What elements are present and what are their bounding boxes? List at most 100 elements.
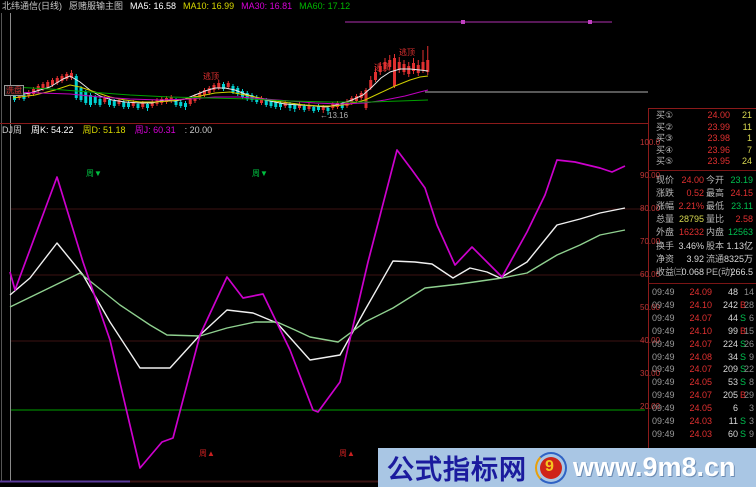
kdj-ref-value: : 20.00 xyxy=(184,125,213,135)
candle-body xyxy=(222,84,225,89)
separator-line xyxy=(648,170,756,171)
candle-body xyxy=(17,94,21,98)
info-label-2: 股本 xyxy=(706,240,725,251)
tick-price: 24.07 xyxy=(689,338,712,349)
kdj-line-周J xyxy=(9,149,626,469)
candle-body xyxy=(421,62,425,70)
site-name: 公式指标网 xyxy=(387,455,527,485)
candle-body xyxy=(188,99,192,104)
info-value-2: 12563 xyxy=(727,227,753,238)
tick-count: 14 xyxy=(744,287,755,297)
kdj-d-value: 周D: 51.18 xyxy=(82,125,126,135)
info-label-2: 内盘 xyxy=(706,227,725,238)
tick-direction: B xyxy=(740,390,747,401)
ma30-value: MA30: 16.81 xyxy=(241,1,293,11)
tick-trade-row: 09:49 24.07 205 B 29 xyxy=(648,390,756,401)
info-value-2: 24.15 xyxy=(730,188,753,199)
candle-body xyxy=(41,84,45,89)
signal-taoding-2: 逃顶 xyxy=(374,63,390,72)
tick-count: 8 xyxy=(748,377,754,388)
buy-volume: 7 xyxy=(746,144,752,155)
candle-body xyxy=(302,106,306,110)
purple-marker-2 xyxy=(588,20,592,24)
tick-time: 09:49 xyxy=(652,364,675,375)
info-label-1: 总量 xyxy=(656,214,675,225)
tick-count: 9 xyxy=(748,428,754,439)
info-value-1: 2.21% xyxy=(678,201,704,212)
tick-volume: 242 xyxy=(722,299,738,310)
info-label-1: 涨幅 xyxy=(656,201,675,212)
quote-info-row: 净资 3.92 流通 8325万 xyxy=(648,254,756,265)
site-url-link[interactable]: www.9m8.cn xyxy=(573,452,736,482)
candle-body xyxy=(103,98,107,102)
tick-time: 09:49 xyxy=(652,428,675,439)
tick-trade-row: 09:49 24.09 48 14 xyxy=(648,287,756,298)
signal-xipan: 洗盘 xyxy=(4,85,24,96)
quote-info-row: 总量 28795 量比 2.58 xyxy=(648,214,756,225)
buy-volume: 1 xyxy=(746,133,752,144)
tick-volume: 34 xyxy=(727,351,738,362)
info-label-1: 涨跌 xyxy=(656,188,675,199)
tick-price: 24.03 xyxy=(689,428,712,439)
candle-body xyxy=(321,107,325,110)
tick-direction: S xyxy=(740,428,747,439)
info-label-1: 换手 xyxy=(656,240,675,251)
tick-trade-row: 09:49 24.03 11 S 3 xyxy=(648,416,756,427)
tick-direction: S xyxy=(740,312,747,323)
candle-body xyxy=(27,92,31,96)
candle-body xyxy=(51,80,54,85)
candle-body xyxy=(169,97,173,101)
candle-body xyxy=(74,76,78,98)
candle-body xyxy=(98,99,102,105)
candle-body xyxy=(340,104,344,108)
info-label-1: 净资 xyxy=(656,253,675,264)
buy-price: 23.96 xyxy=(707,144,730,155)
tick-time: 09:49 xyxy=(652,287,675,297)
candle-body xyxy=(127,103,130,107)
tick-trade-row: 09:49 24.05 6 3 xyxy=(648,403,756,414)
tick-trade-row: 09:49 24.10 99 B 15 xyxy=(648,326,756,337)
signal-week-down-1: 周▼ xyxy=(86,169,102,178)
tick-count: 3 xyxy=(748,416,754,426)
info-value-2: 1.13亿 xyxy=(726,240,753,251)
tick-direction: B xyxy=(740,299,747,310)
tick-time: 09:49 xyxy=(652,416,675,426)
quote-panel: 买① 24.00 21 买② 23.99 11 买③ 23.98 1 买④ 23.96 7 买⑤ 23.9… xyxy=(648,0,756,487)
info-value-1: 24.00 xyxy=(681,175,704,185)
buy-price: 24.00 xyxy=(707,110,730,120)
candle-body xyxy=(231,86,235,92)
info-label-2: PE(动) xyxy=(706,266,734,277)
candle-body xyxy=(264,100,268,105)
quote-info-row: 外盘 16232 内盘 12563 xyxy=(648,227,756,238)
candle-body xyxy=(288,104,292,108)
tick-price: 24.03 xyxy=(689,416,712,426)
candle-body xyxy=(397,62,401,70)
candle-body xyxy=(269,101,273,106)
candle-body xyxy=(141,103,145,107)
buy-price: 23.99 xyxy=(707,121,730,132)
kdj-axis-label: 30.00 xyxy=(640,369,661,378)
kdj-line-周D xyxy=(9,229,626,343)
tick-time: 09:49 xyxy=(652,390,675,401)
candle-body xyxy=(312,107,316,111)
info-value-2: 23.19 xyxy=(730,175,753,185)
tick-time: 09:49 xyxy=(652,299,675,310)
candle-body xyxy=(70,73,73,78)
candle-body xyxy=(150,102,154,106)
info-label-2: 流通 xyxy=(706,253,725,264)
info-value-2: 266.5 xyxy=(730,266,753,277)
tick-time: 09:49 xyxy=(652,338,675,349)
info-label-1: 外盘 xyxy=(656,227,675,238)
tick-count: 3 xyxy=(748,403,754,414)
candle-body xyxy=(293,105,297,109)
ma-line-MA30 xyxy=(12,89,429,105)
candle-body xyxy=(279,103,282,107)
signal-low-price: ←13.16 xyxy=(320,111,349,120)
buy-queue-row: 买③ 23.98 1 xyxy=(648,133,756,144)
tick-count: 29 xyxy=(744,390,755,401)
buy-volume: 11 xyxy=(742,121,752,132)
quote-info-row: 涨跌 0.52 最高 24.15 xyxy=(648,188,756,199)
tick-time: 09:49 xyxy=(652,312,675,323)
